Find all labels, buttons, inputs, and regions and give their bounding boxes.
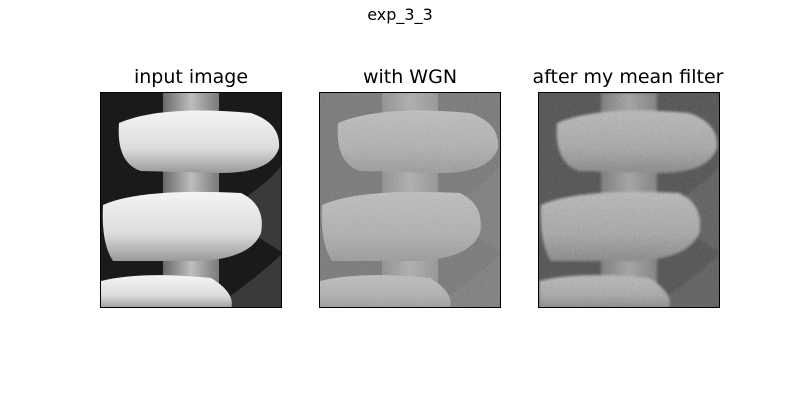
- coil-image-clean: [101, 93, 281, 307]
- image-input: [100, 92, 282, 308]
- coil-image-noisy: [320, 93, 500, 307]
- panel-title-input: input image: [133, 66, 249, 88]
- coil-image-filtered: [539, 93, 719, 307]
- image-filtered: [538, 92, 720, 308]
- figure-suptitle: exp_3_3: [367, 5, 433, 24]
- image-noisy: [319, 92, 501, 308]
- panel-title-filtered: after my mean filter: [532, 66, 724, 88]
- panel-title-noisy: with WGN: [362, 66, 458, 88]
